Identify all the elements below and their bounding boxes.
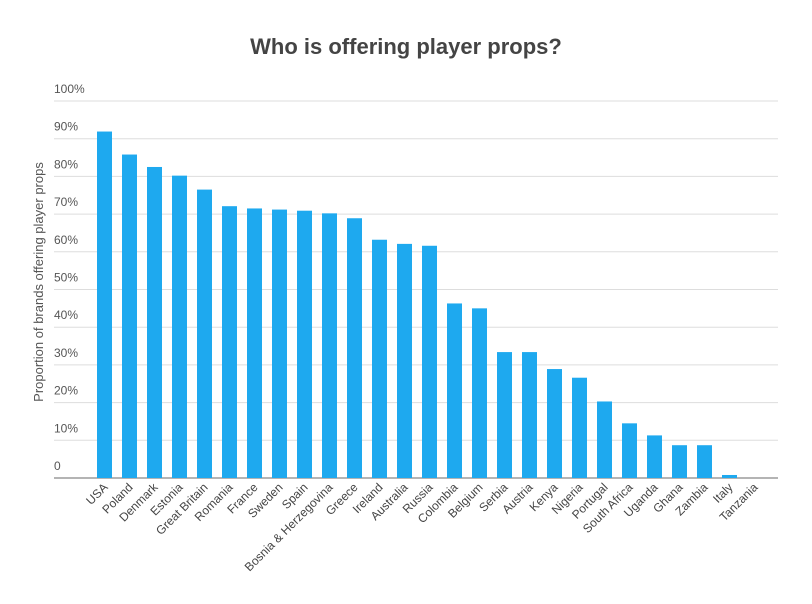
bar-usa	[97, 131, 112, 479]
y-tick-label: 60%	[54, 233, 78, 247]
bar-austria	[522, 352, 537, 478]
y-tick-label: 70%	[54, 195, 78, 209]
y-tick-label: 20%	[54, 384, 78, 398]
y-tick-label: 30%	[54, 346, 78, 360]
y-tick-label: 90%	[54, 120, 78, 134]
bar-colombia	[447, 303, 462, 478]
bar-italy	[722, 474, 737, 478]
bar-romania	[222, 206, 237, 479]
bar-zambia	[697, 445, 712, 478]
chart-title: Who is offering player props?	[250, 34, 562, 59]
bar-bosnia-herzegovina	[322, 213, 337, 478]
bar-portugal	[597, 401, 612, 478]
y-tick-label: 10%	[54, 421, 78, 435]
bar-ghana	[672, 445, 687, 478]
bar-great-britain	[197, 189, 212, 478]
y-tick-label: 80%	[54, 157, 78, 171]
bar-russia	[422, 245, 437, 478]
bar-estonia	[172, 175, 187, 478]
bar-belgium	[472, 308, 487, 478]
y-tick-label: 100%	[54, 82, 85, 96]
y-tick-label: 40%	[54, 308, 78, 322]
bar-france	[247, 208, 262, 478]
bar-south-africa	[622, 423, 637, 478]
y-tick-label: 0	[54, 459, 61, 473]
bar-uganda	[647, 435, 662, 478]
bar-serbia	[497, 352, 512, 478]
bar-greece	[347, 218, 362, 478]
bar-ireland	[372, 239, 387, 478]
y-tick-label: 50%	[54, 271, 78, 285]
bar-denmark	[147, 166, 162, 478]
bar-nigeria	[572, 377, 587, 478]
bar-spain	[297, 210, 312, 478]
bar-australia	[397, 243, 412, 478]
y-axis-label: Proportion of brands offering player pro…	[31, 162, 46, 402]
bar-kenya	[547, 369, 562, 478]
bar-poland	[122, 154, 137, 478]
bar-sweden	[272, 209, 287, 479]
